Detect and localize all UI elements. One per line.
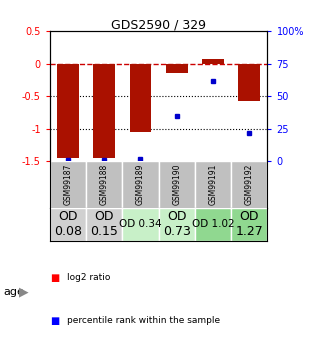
Text: OD
0.73: OD 0.73 [163, 210, 191, 238]
Bar [86, 208, 122, 241]
Text: OD
1.27: OD 1.27 [235, 210, 263, 238]
Text: OD 0.34: OD 0.34 [119, 219, 162, 229]
Text: OD
0.15: OD 0.15 [90, 210, 118, 238]
Bar [159, 208, 195, 241]
Text: OD 1.02: OD 1.02 [192, 219, 234, 229]
Bar [239, 63, 260, 101]
Bar [195, 208, 231, 241]
Text: GSM99192: GSM99192 [245, 164, 254, 205]
Bar [231, 208, 267, 241]
Text: ▶: ▶ [19, 285, 29, 298]
Text: percentile rank within the sample: percentile rank within the sample [67, 316, 220, 325]
Bar [122, 161, 159, 208]
Bar [195, 161, 231, 208]
Bar [50, 208, 86, 241]
Bar [86, 161, 122, 208]
Bar [130, 63, 151, 132]
Bar [202, 59, 224, 63]
Bar [93, 63, 115, 158]
Bar [122, 208, 159, 241]
Text: ■: ■ [50, 316, 59, 326]
Text: GSM99189: GSM99189 [136, 164, 145, 205]
Text: ■: ■ [50, 273, 59, 283]
Text: GSM99191: GSM99191 [209, 164, 217, 205]
Bar [166, 63, 188, 73]
Text: GSM99188: GSM99188 [100, 164, 109, 205]
Text: log2 ratio: log2 ratio [67, 273, 110, 282]
Text: GSM99190: GSM99190 [172, 164, 181, 205]
Bar [57, 63, 79, 158]
Text: GSM99187: GSM99187 [63, 164, 72, 205]
Text: age: age [3, 287, 24, 296]
Bar [50, 161, 86, 208]
Title: GDS2590 / 329: GDS2590 / 329 [111, 18, 206, 31]
Text: OD
0.08: OD 0.08 [54, 210, 82, 238]
Bar [159, 161, 195, 208]
Bar [231, 161, 267, 208]
